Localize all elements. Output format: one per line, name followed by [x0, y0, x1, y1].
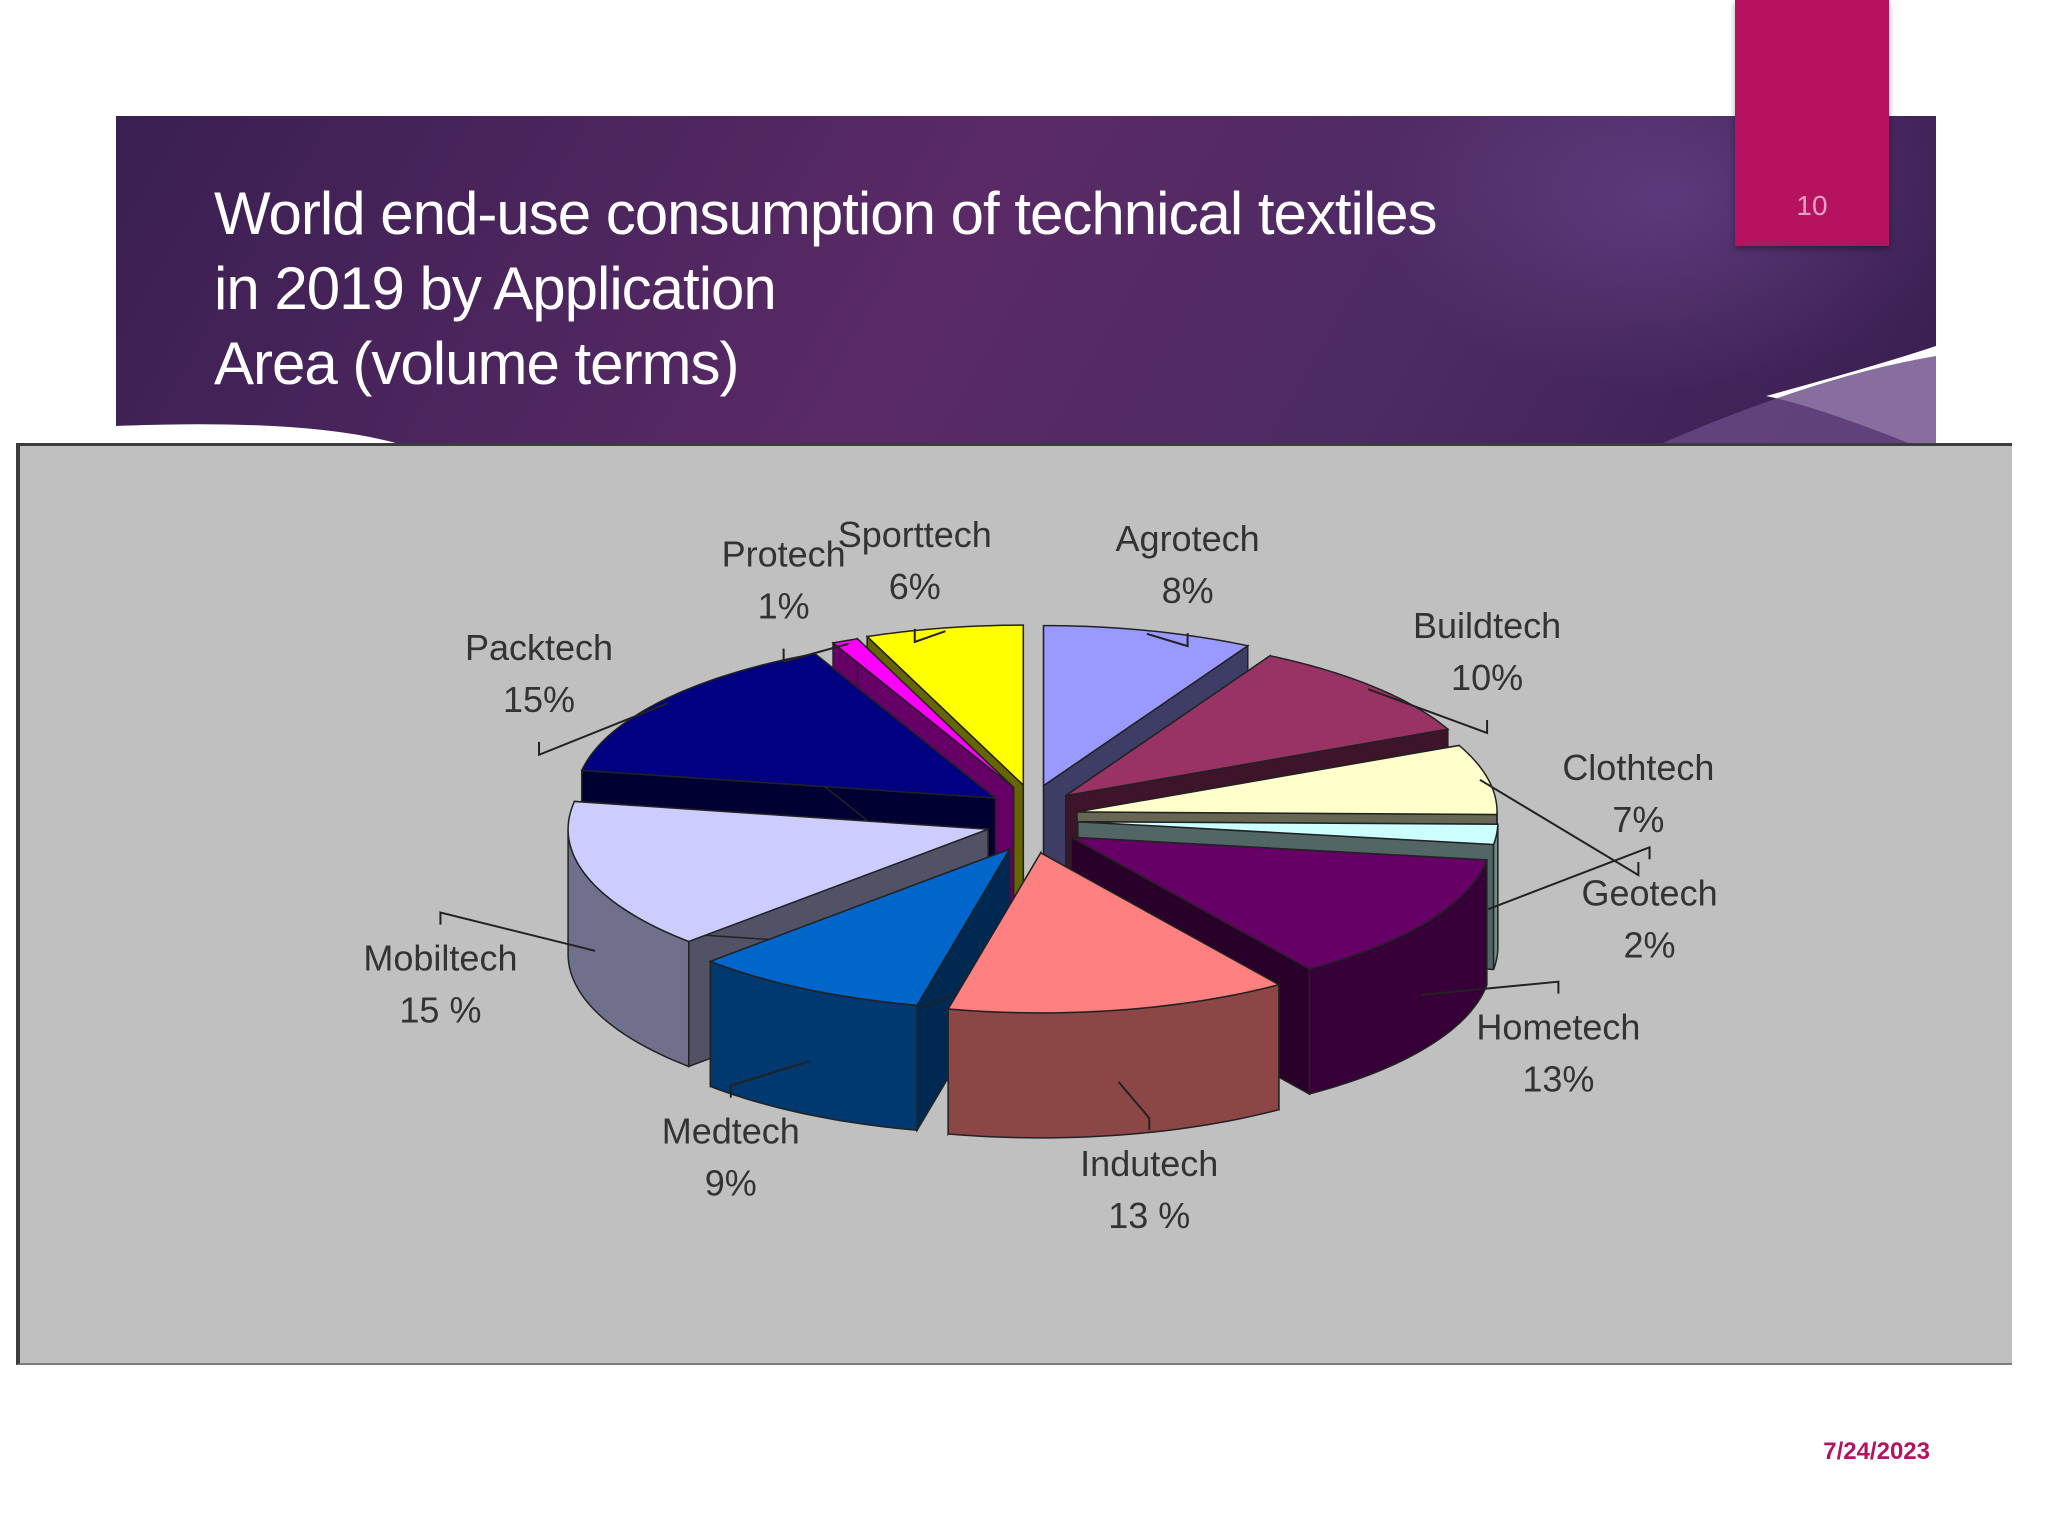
slice-label: Clothtech	[1562, 747, 1714, 788]
leader-line	[1367, 688, 1489, 735]
page-number-tab	[1735, 0, 1889, 246]
leader-line	[1487, 845, 1651, 911]
label-hometech: Hometech 13%	[1420, 980, 1640, 1100]
slice-value-label: 7%	[1612, 799, 1664, 840]
slice-value-label: 10%	[1451, 657, 1523, 698]
slide-title: World end-use consumption of technical t…	[214, 176, 1634, 401]
slice-top-face	[1077, 820, 1499, 846]
leader-line	[538, 702, 669, 757]
label-agrotech: Agrotech 8%	[1116, 518, 1260, 648]
banner-wave	[116, 346, 1936, 446]
leader-line	[913, 628, 946, 644]
slice-top-face	[1076, 744, 1498, 816]
slice-top-face	[1070, 836, 1488, 970]
slice-indutech	[946, 850, 1281, 1139]
leader-line	[729, 1060, 810, 1098]
title-line-1: World end-use consumption of technical t…	[214, 180, 1438, 247]
title-line-3: Area (volume terms)	[214, 330, 739, 397]
slice-top-face	[1065, 654, 1450, 797]
page-number: 10	[1796, 190, 1828, 221]
slice-value-label: 6%	[889, 566, 941, 607]
slide-date: 7/24/2023	[1823, 1438, 1930, 1465]
pie-chart: Agrotech 8% Buildtech 10% Clothtech 7% Geotech…	[16, 443, 2012, 1365]
label-geotech: Geotech 2%	[1487, 845, 1718, 965]
label-mobiltech: Mobiltech 15 %	[363, 911, 596, 1031]
slice-value-label: 2%	[1624, 924, 1676, 965]
slice-top-face	[567, 800, 989, 943]
slice-label: Geotech	[1582, 872, 1718, 913]
label-clothtech: Clothtech 7%	[1479, 747, 1714, 877]
label-sporttech: Sporttech 6%	[838, 514, 992, 644]
slice-top-face	[831, 638, 1015, 788]
slice-label: Buildtech	[1413, 605, 1561, 646]
slice-value-label: 15%	[503, 679, 575, 720]
leader-line	[439, 911, 596, 952]
slice-label: Mobiltech	[363, 938, 517, 979]
slice-top-face	[865, 624, 1025, 787]
slice-label: Agrotech	[1116, 518, 1260, 559]
slice-value-label: 13 %	[1108, 1195, 1190, 1236]
slice-label: Hometech	[1476, 1007, 1640, 1048]
slice-value-label: 1%	[758, 586, 810, 627]
slice-top-face	[580, 652, 998, 800]
title-line-2: in 2019 by Application	[214, 255, 777, 322]
label-packtech: Packtech 15%	[465, 627, 669, 757]
label-protech: Protech 1%	[722, 534, 849, 663]
slice-value-label: 13%	[1522, 1059, 1594, 1100]
label-medtech: Medtech 9%	[662, 1060, 810, 1204]
pie-chart-svg: Agrotech 8% Buildtech 10% Clothtech 7% Geotech…	[363, 514, 1718, 1236]
leader-line	[1479, 778, 1640, 877]
slice-label: Sporttech	[838, 514, 992, 555]
leader-line	[1420, 980, 1560, 996]
slice-top-face	[1042, 624, 1250, 788]
slice-outer-wall	[1492, 824, 1499, 970]
slice-label: Medtech	[662, 1111, 800, 1152]
slice-top-face	[946, 851, 1281, 1014]
slice-label: Packtech	[465, 627, 613, 668]
slice-medtech	[708, 846, 1012, 1133]
slice-label: Protech	[722, 534, 846, 575]
leader-line	[1117, 1081, 1151, 1131]
slice-top-face	[708, 847, 1012, 1007]
leader-line	[1146, 632, 1189, 648]
slice-label: Indutech	[1080, 1143, 1218, 1184]
slice-value-label: 8%	[1162, 570, 1214, 611]
label-buildtech: Buildtech 10%	[1367, 605, 1561, 735]
slice-value-label: 15 %	[399, 990, 481, 1031]
leader-line	[782, 642, 849, 663]
slice-value-label: 9%	[705, 1163, 757, 1204]
label-indutech: Indutech 13 %	[1080, 1081, 1218, 1236]
